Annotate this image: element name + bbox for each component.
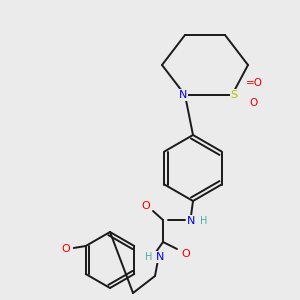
Text: O: O <box>142 201 150 211</box>
Text: =O: =O <box>245 78 262 88</box>
Text: O: O <box>61 244 70 254</box>
Text: O: O <box>182 249 190 259</box>
Text: N: N <box>187 216 195 226</box>
Text: S: S <box>230 90 238 100</box>
Text: O: O <box>250 98 258 108</box>
Text: H: H <box>145 252 153 262</box>
Text: N: N <box>179 90 187 100</box>
Text: H: H <box>200 216 208 226</box>
Text: N: N <box>156 252 164 262</box>
